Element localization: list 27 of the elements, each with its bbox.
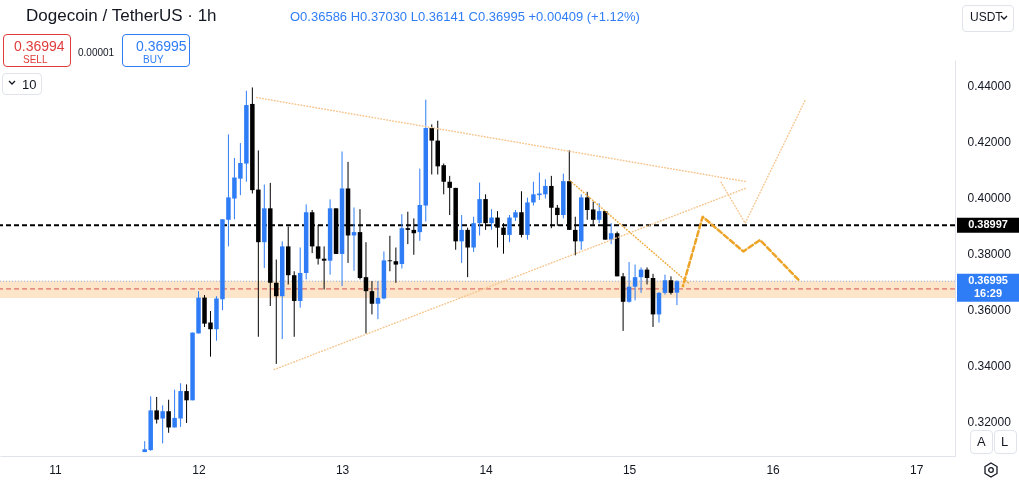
text: USDT	[970, 10, 1003, 24]
text: L	[1001, 434, 1009, 449]
x-tick-label: 15	[622, 462, 637, 477]
annotation: BUY	[143, 54, 164, 65]
annotation: 10	[22, 77, 37, 92]
y-tick-label: 0.42000	[967, 134, 1012, 149]
text: 0.36995	[136, 38, 187, 54]
x-tick-label: 13	[335, 462, 350, 477]
text: O0.36586 H0.37030 L0.36141 C0.36995 +0.00409 (+1.12%)	[290, 9, 640, 24]
y-tick-label: 0.34000	[967, 358, 1012, 373]
y-tick-label: 0.44000	[967, 78, 1012, 93]
ref-line-label: 0.38997	[968, 218, 1008, 231]
x-tick-label: 12	[192, 462, 207, 477]
y-tick-label: 0.40000	[967, 190, 1012, 205]
y-tick-label: 0.38000	[967, 246, 1012, 261]
x-tick-label: 11	[49, 462, 63, 477]
y-tick-label: 0.32000	[967, 414, 1012, 429]
x-tick-label: 14	[479, 462, 494, 477]
ref-line-label: 0.36995 16:29	[968, 274, 1008, 300]
x-tick-label: 17	[909, 462, 924, 477]
text: 0.36994	[14, 38, 65, 54]
text: 0.00001	[78, 47, 115, 58]
text: A	[977, 434, 986, 449]
chart-title: Dogecoin / TetherUS · 1h	[26, 6, 217, 26]
y-tick-label: 0.36000	[967, 302, 1012, 317]
x-tick-label: 16	[766, 462, 781, 477]
annotation: SELL	[23, 54, 48, 65]
